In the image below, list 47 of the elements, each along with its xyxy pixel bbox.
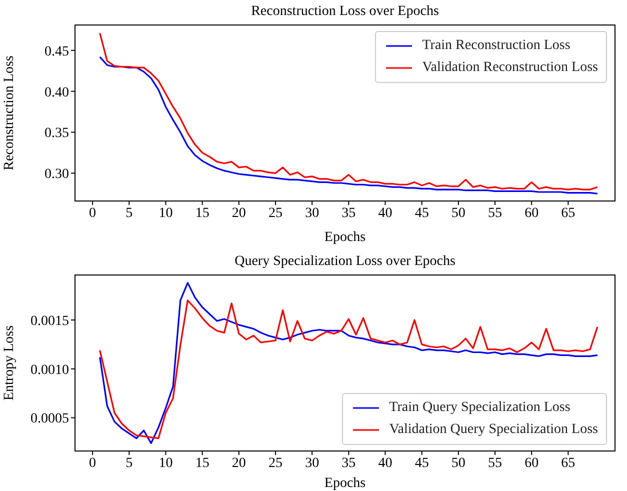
y-axis-title: Entropy Loss xyxy=(2,325,17,401)
legend-label: Validation Query Specialization Loss xyxy=(389,421,598,439)
x-tick-label: 5 xyxy=(126,456,133,471)
x-tick-label: 40 xyxy=(378,206,392,221)
x-tick-label: 20 xyxy=(232,206,246,221)
x-tick-label: 50 xyxy=(451,456,466,471)
x-tick-label: 15 xyxy=(195,206,210,221)
x-tick-label: 0 xyxy=(89,456,96,471)
legend-label: Train Query Specialization Loss xyxy=(389,399,570,417)
x-tick-label: 15 xyxy=(195,456,210,471)
y-tick-label: 0.40 xyxy=(44,85,69,100)
x-tick-label: 55 xyxy=(488,456,502,471)
legend-label: Train Reconstruction Loss xyxy=(422,37,570,55)
x-tick-label: 50 xyxy=(451,206,466,221)
x-tick-label: 65 xyxy=(561,206,576,221)
y-tick-label: 0.0005 xyxy=(30,412,69,427)
x-axis-title: Epochs xyxy=(324,230,366,245)
x-tick-label: 35 xyxy=(342,456,356,471)
chart-title: Query Specialization Loss over Epochs xyxy=(234,254,456,270)
x-tick-label: 30 xyxy=(305,206,320,221)
x-tick-label: 35 xyxy=(342,206,356,221)
x-tick-label: 20 xyxy=(232,456,246,471)
line-series xyxy=(99,56,598,194)
x-tick-label: 40 xyxy=(378,456,392,471)
x-axis-title: Epochs xyxy=(324,476,366,491)
x-tick-label: 30 xyxy=(305,456,320,471)
x-tick-label: 10 xyxy=(158,456,173,471)
y-tick-label: 0.35 xyxy=(44,126,69,142)
y-axis-title: Reconstruction Loss xyxy=(2,56,17,170)
y-tick-label: 0.0010 xyxy=(30,362,69,378)
legend-label: Validation Reconstruction Loss xyxy=(422,59,598,77)
x-tick-label: 0 xyxy=(89,206,96,221)
x-tick-label: 25 xyxy=(268,206,282,221)
y-tick-label: 0.0015 xyxy=(30,314,69,329)
x-tick-label: 45 xyxy=(414,206,429,221)
x-tick-label: 45 xyxy=(414,456,429,471)
x-tick-label: 25 xyxy=(268,456,282,471)
chart-title: Reconstruction Loss over Epochs xyxy=(250,4,440,20)
y-tick-label: 0.30 xyxy=(44,167,69,182)
x-tick-label: 65 xyxy=(561,456,576,471)
line-series xyxy=(99,32,598,190)
x-tick-label: 10 xyxy=(158,206,173,221)
x-tick-label: 60 xyxy=(524,206,539,221)
x-tick-label: 5 xyxy=(126,206,133,221)
y-tick-label: 0.45 xyxy=(44,44,69,60)
x-tick-label: 55 xyxy=(488,206,502,221)
x-tick-label: 60 xyxy=(524,456,539,471)
